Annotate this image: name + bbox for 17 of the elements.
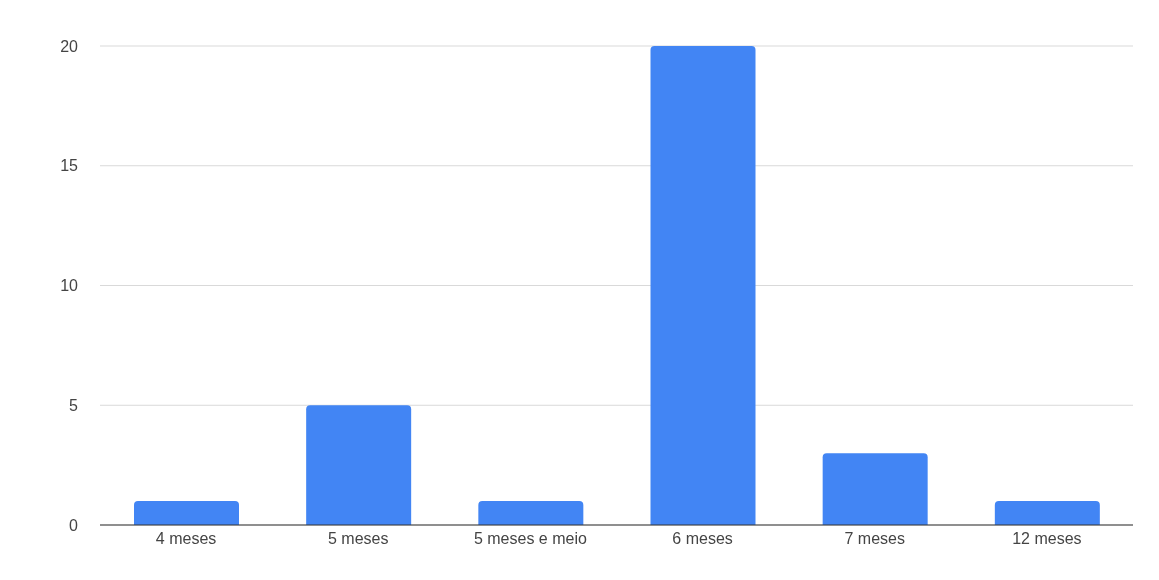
x-tick-label: 4 meses <box>155 530 217 548</box>
bar <box>650 46 756 525</box>
x-tick-label: 6 meses <box>672 530 733 548</box>
x-tick-label: 12 meses <box>1012 530 1082 548</box>
bar <box>134 501 239 525</box>
y-tick-label: 0 <box>69 516 79 534</box>
y-tick-label: 15 <box>60 157 79 175</box>
bar <box>994 501 1100 525</box>
y-tick-label: 10 <box>60 277 79 295</box>
bar <box>822 453 928 525</box>
x-tick-label: 7 meses <box>844 530 905 548</box>
y-tick-label: 5 <box>69 396 79 414</box>
bar <box>478 501 584 525</box>
y-tick-label: 20 <box>60 37 79 55</box>
x-tick-label: 5 meses <box>328 530 389 548</box>
bar <box>306 405 412 525</box>
x-tick-label: 5 meses e meio <box>473 530 587 548</box>
